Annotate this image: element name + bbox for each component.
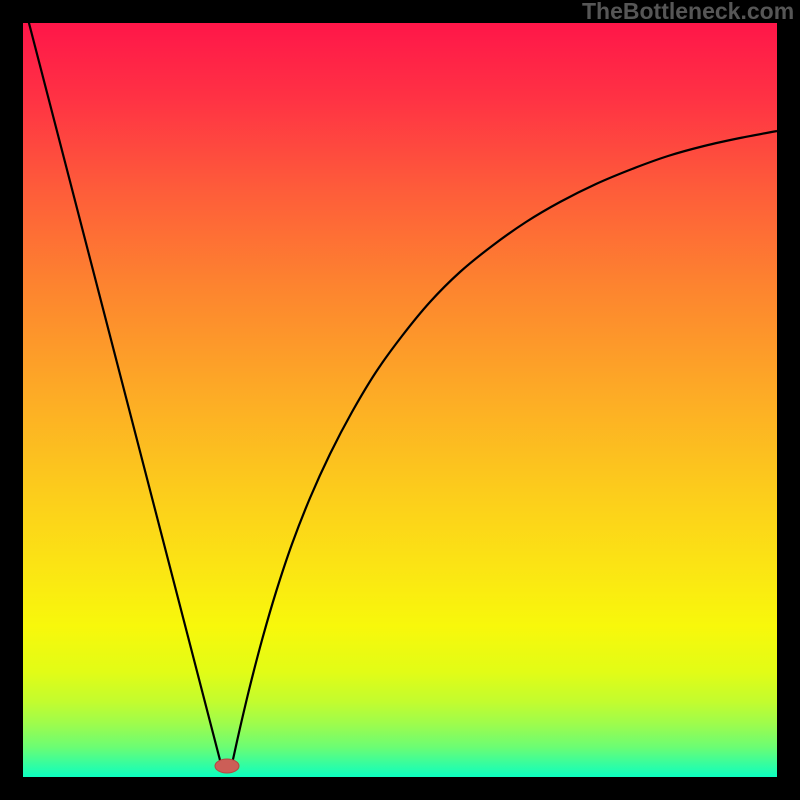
watermark-text: TheBottleneck.com — [582, 0, 794, 23]
frame-bottom — [0, 777, 800, 800]
frame-left — [0, 0, 23, 800]
frame-right — [777, 0, 800, 800]
plot-area — [23, 23, 777, 777]
chart-container: TheBottleneck.com — [0, 0, 800, 800]
